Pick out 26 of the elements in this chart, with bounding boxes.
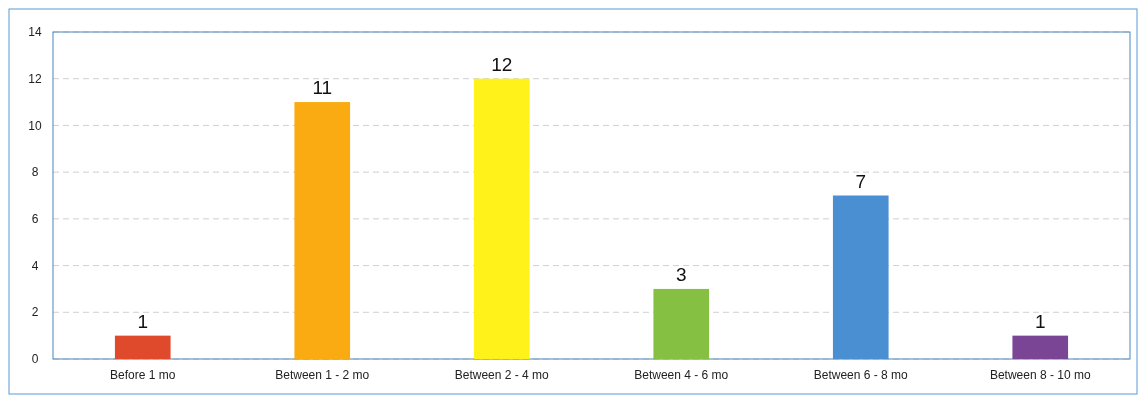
data-label: 1 [1034, 310, 1046, 332]
y-tick-label: 6 [31, 212, 39, 227]
data-label: 11 [312, 77, 333, 99]
y-tick-label: 4 [31, 258, 39, 273]
y-tick-label: 12 [28, 71, 42, 86]
data-label: 1 [137, 310, 149, 332]
data-label: 7 [855, 170, 867, 192]
data-label: 3 [675, 263, 687, 285]
x-tick-label: Between 6 - 8 mo [813, 368, 909, 382]
bar [832, 195, 889, 359]
bar [294, 102, 351, 359]
bar [653, 288, 710, 359]
x-tick-label: Before 1 mo [110, 368, 176, 382]
y-tick-label: 0 [31, 352, 39, 367]
y-tick-label: 2 [31, 305, 39, 320]
x-tick-label: Between 1 - 2 mo [275, 368, 370, 382]
y-tick-label: 8 [31, 165, 39, 180]
y-tick-label: 14 [28, 25, 42, 40]
bar [1012, 335, 1069, 359]
x-tick-label: Between 8 - 10 mo [989, 368, 1091, 382]
bar [114, 335, 171, 359]
data-label: 12 [491, 53, 513, 75]
x-tick-label: Between 2 - 4 mo [454, 368, 550, 382]
y-tick-label: 10 [28, 118, 42, 133]
x-tick-label: Between 4 - 6 mo [634, 368, 729, 382]
bar [473, 78, 530, 359]
